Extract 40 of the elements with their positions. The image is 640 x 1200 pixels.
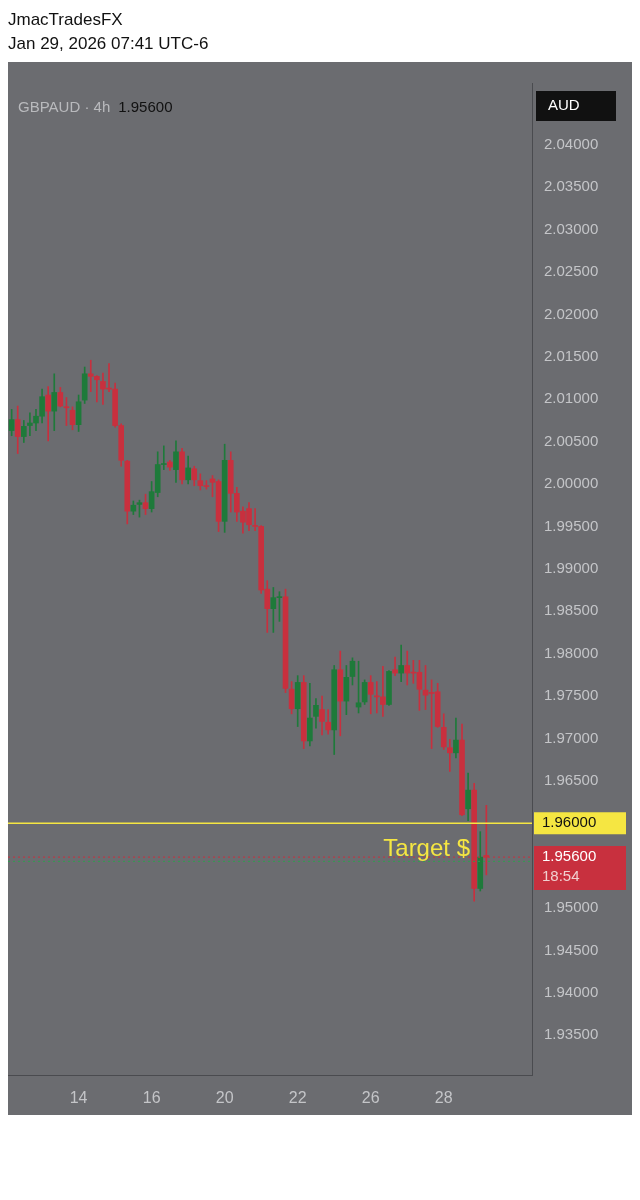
candlestick <box>447 738 453 772</box>
text: 18:54 <box>542 867 580 885</box>
text: Jan 29, 2026 07:41 UTC-6 <box>8 33 210 55</box>
y-tick-label: 1.94000 <box>544 982 599 1000</box>
y-tick-label: 2.03500 <box>544 177 599 195</box>
x-tick-label: 26 <box>361 1089 380 1107</box>
y-tick-label: 2.02500 <box>544 262 599 280</box>
y-tick-label: 2.01000 <box>544 389 599 407</box>
x-tick-label: 16 <box>142 1089 161 1107</box>
annotation: Target $ <box>383 833 470 861</box>
y-tick-label: 2.00500 <box>544 431 599 449</box>
y-tick-label: 1.94500 <box>544 940 599 958</box>
x-tick-label: 22 <box>288 1089 307 1107</box>
y-tick-label: 1.96500 <box>544 770 599 788</box>
ref-line-label: 1.95600 <box>542 847 597 865</box>
text: JmacTradesFX <box>8 9 124 31</box>
y-tick-label: 2.00000 <box>544 474 599 492</box>
y-tick-label: 1.97000 <box>544 728 599 746</box>
y-tick-label: 1.99500 <box>544 516 599 534</box>
annotation: 1.95600 <box>118 98 173 116</box>
y-tick-label: 1.98500 <box>544 601 599 619</box>
candlestick <box>398 644 404 682</box>
y-tick-label: 2.04000 <box>544 135 599 153</box>
y-tick-label: 1.99000 <box>544 558 599 576</box>
y-axis-title: AUD <box>548 96 580 114</box>
x-tick-label: 20 <box>215 1089 234 1107</box>
y-tick-label: 1.93500 <box>544 1025 599 1043</box>
y-tick-label: 1.97500 <box>544 686 599 704</box>
y-tick-label: 2.01500 <box>544 347 599 364</box>
ref-line-label: 1.96000 <box>542 813 597 831</box>
y-tick-label: 1.95000 <box>544 898 599 916</box>
y-tick-label: 2.03000 <box>544 219 599 237</box>
candlestick <box>27 412 33 437</box>
candlestick <box>380 666 386 717</box>
x-tick-label: 28 <box>434 1089 453 1107</box>
text: GBPAUD · 4h <box>18 98 111 116</box>
y-tick-label: 2.02000 <box>544 304 599 322</box>
x-tick-label: 14 <box>69 1089 88 1107</box>
candlestick <box>392 656 398 676</box>
y-tick-label: 1.98000 <box>544 643 599 661</box>
